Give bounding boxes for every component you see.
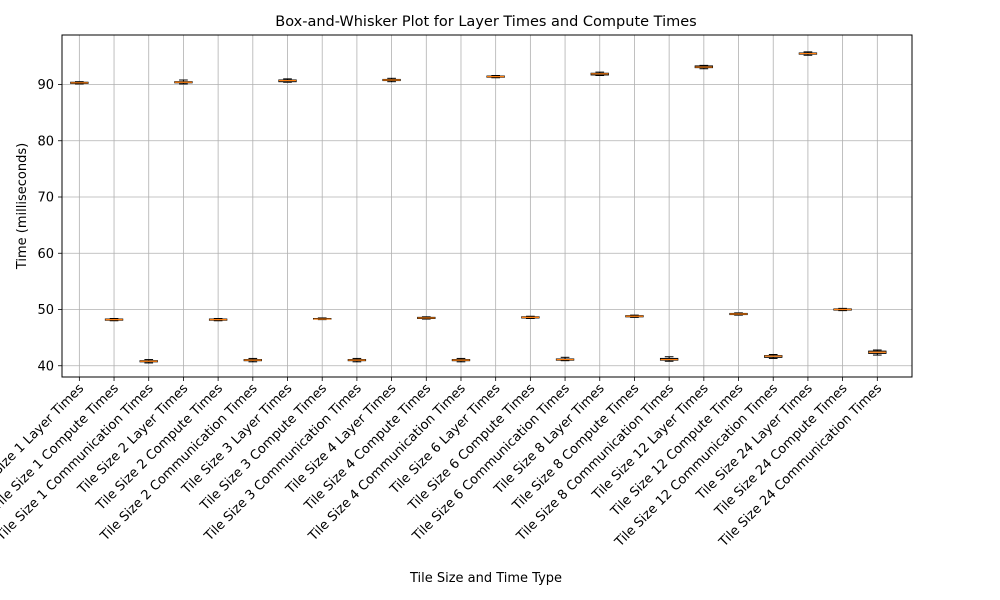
box-whisker (71, 82, 88, 84)
y-tick-label: 60 (37, 247, 54, 262)
box-whisker (626, 315, 643, 317)
box-whisker (487, 76, 504, 78)
y-tick-label: 50 (37, 303, 54, 318)
box-whisker (314, 318, 331, 320)
box-whisker (834, 308, 851, 310)
y-axis-label: Time (milliseconds) (15, 143, 30, 270)
box-whisker (105, 319, 122, 321)
box-whisker (209, 319, 226, 321)
box-whisker (730, 313, 747, 315)
box-whisker (522, 316, 539, 318)
box-whisker (418, 317, 435, 319)
y-tick-label: 40 (37, 359, 54, 374)
y-tick-label: 80 (37, 134, 54, 149)
x-axis-label: Tile Size and Time Type (409, 571, 562, 586)
chart-title: Box-and-Whisker Plot for Layer Times and… (275, 14, 696, 30)
y-tick-label: 70 (37, 191, 54, 206)
y-tick-label: 90 (37, 78, 54, 93)
